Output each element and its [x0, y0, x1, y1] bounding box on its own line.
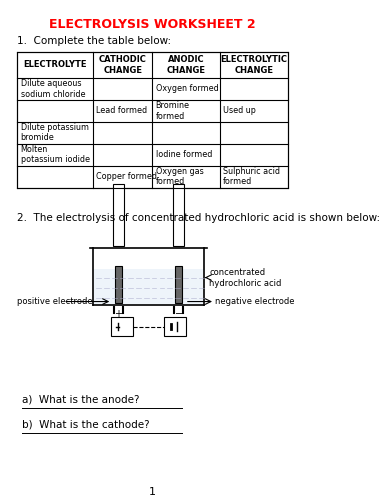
Text: concentrated
hydrochloric acid: concentrated hydrochloric acid	[209, 268, 282, 287]
Text: ANODIC
CHANGE: ANODIC CHANGE	[167, 55, 206, 74]
Text: ELECTROLYTE: ELECTROLYTE	[24, 60, 87, 70]
Text: positive electrode: positive electrode	[17, 297, 93, 306]
Text: Used up: Used up	[223, 106, 256, 116]
Text: Copper formed: Copper formed	[96, 172, 157, 181]
Bar	[113, 184, 124, 246]
Text: CATHODIC
CHANGE: CATHODIC CHANGE	[99, 55, 147, 74]
Bar	[164, 316, 186, 336]
Bar	[111, 316, 133, 336]
Bar	[17, 52, 288, 188]
Text: Oxygen gas
formed: Oxygen gas formed	[156, 167, 203, 186]
Text: Lead formed: Lead formed	[96, 106, 147, 116]
Text: negative electrode: negative electrode	[215, 297, 295, 306]
Text: Dilute aqueous
sodium chloride: Dilute aqueous sodium chloride	[20, 79, 85, 98]
Text: −: −	[174, 308, 183, 318]
Bar	[175, 266, 182, 302]
Text: Molten
potassium iodide: Molten potassium iodide	[20, 145, 90, 165]
Text: 2.  The electrolysis of concentrated hydrochloric acid is shown below:: 2. The electrolysis of concentrated hydr…	[17, 212, 381, 222]
Bar	[115, 266, 122, 302]
Text: b)  What is the cathode?: b) What is the cathode?	[22, 420, 150, 430]
Text: Dilute potassium
bromide: Dilute potassium bromide	[20, 123, 88, 142]
Text: 1: 1	[149, 488, 156, 498]
Text: ELECTROLYTIC
CHANGE: ELECTROLYTIC CHANGE	[220, 55, 287, 74]
Bar	[94, 268, 203, 304]
Text: 1.  Complete the table below:: 1. Complete the table below:	[17, 36, 171, 46]
Text: Sulphuric acid
formed: Sulphuric acid formed	[223, 167, 280, 186]
Text: +: +	[115, 308, 122, 318]
Bar	[173, 184, 184, 246]
Text: Oxygen formed: Oxygen formed	[156, 84, 218, 94]
Text: a)  What is the anode?: a) What is the anode?	[22, 394, 140, 404]
Text: ELECTROLYSIS WORKSHEET 2: ELECTROLYSIS WORKSHEET 2	[49, 18, 256, 31]
Text: Iodine formed: Iodine formed	[156, 150, 212, 160]
Text: Bromine
formed: Bromine formed	[156, 101, 190, 120]
